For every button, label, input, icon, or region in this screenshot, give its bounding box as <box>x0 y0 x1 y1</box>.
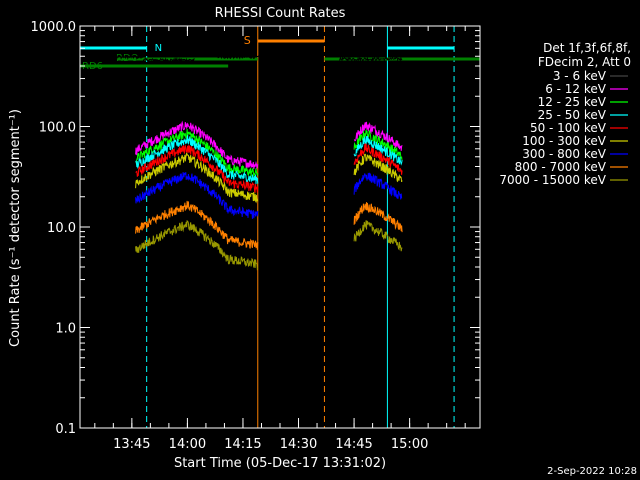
legend-label-3: 25 - 50 keV <box>538 108 607 122</box>
y-tick-label-0: 0.1 <box>55 422 76 437</box>
series-band-5-segment-1 <box>353 153 403 183</box>
axes-layer: 0.1 1.0 10.0 100.0 1000.0 13:45 14:00 14:15 14:3… <box>31 20 481 452</box>
series-3-6kev-segment-3 <box>216 54 266 60</box>
legend: Det 1f,3f,6f,8f, FDecim 2, Att 0 3 - 6 k… <box>499 41 631 187</box>
legend-header-line-2: FDecim 2, Att 0 <box>538 55 631 69</box>
x-tick-label-5: 15:00 <box>391 437 428 452</box>
s-annotation-label: S <box>244 34 251 47</box>
series-band-4-segment-1 <box>353 143 403 175</box>
series-band-6-segment-1 <box>353 172 403 200</box>
x-tick-label-1: 14:00 <box>169 437 206 452</box>
series-band-3-segment-1 <box>353 136 403 166</box>
n-annotation-label: N <box>155 43 162 54</box>
y-axis-label: Count Rate (s⁻¹ detector segment⁻¹) <box>8 109 23 347</box>
footer-timestamp: 2-Sep-2022 10:28 <box>547 466 637 477</box>
series-band-7-segment-1 <box>353 202 403 233</box>
legend-label-4: 50 - 100 keV <box>530 121 607 135</box>
rd6-label: RD6 <box>82 61 103 72</box>
series-band-8-segment-1 <box>353 220 403 252</box>
legend-label-6: 300 - 800 keV <box>522 147 606 161</box>
x-tick-label-3: 14:30 <box>280 437 317 452</box>
series-3-6kev-segment-1 <box>142 56 195 63</box>
legend-label-1: 6 - 12 keV <box>545 82 607 96</box>
series-band-3-segment-0 <box>135 135 259 185</box>
y-tick-label-1: 1.0 <box>55 322 76 337</box>
legend-label-5: 100 - 300 keV <box>522 134 606 148</box>
series-3-6kev-segment-4 <box>339 55 403 62</box>
series-band-1-segment-0 <box>135 120 259 170</box>
series-band-5-segment-0 <box>135 152 259 204</box>
x-tick-label-0: 13:45 <box>113 437 150 452</box>
x-tick-label-4: 14:45 <box>335 437 372 452</box>
legend-label-2: 12 - 25 keV <box>538 95 607 109</box>
legend-label-0: 3 - 6 keV <box>553 69 607 83</box>
legend-label-8: 7000 - 15000 keV <box>499 173 606 187</box>
series-band-1-segment-1 <box>353 121 403 151</box>
series-band-7-segment-0 <box>135 200 259 250</box>
series-band-2-segment-0 <box>135 128 259 177</box>
y-tick-label-2: 10.0 <box>47 221 76 236</box>
legend-label-7: 800 - 7000 keV <box>515 160 607 174</box>
y-tick-label-3: 100.0 <box>39 121 76 136</box>
series-band-4-segment-0 <box>135 144 259 194</box>
x-tick-label-2: 14:15 <box>224 437 261 452</box>
chart-title: RHESSI Count Rates <box>215 6 346 21</box>
series-band-8-segment-0 <box>135 220 259 271</box>
series-3-6kev-segment-2 <box>194 107 218 114</box>
x-axis-label: Start Time (05-Dec-17 13:31:02) <box>174 456 386 471</box>
y-tick-label-4: 1000.0 <box>31 20 77 35</box>
series-band-6-segment-0 <box>135 172 259 219</box>
series-3-6kev-segment-0 <box>79 54 143 60</box>
legend-header-line-1: Det 1f,3f,6f,8f, <box>543 41 631 55</box>
